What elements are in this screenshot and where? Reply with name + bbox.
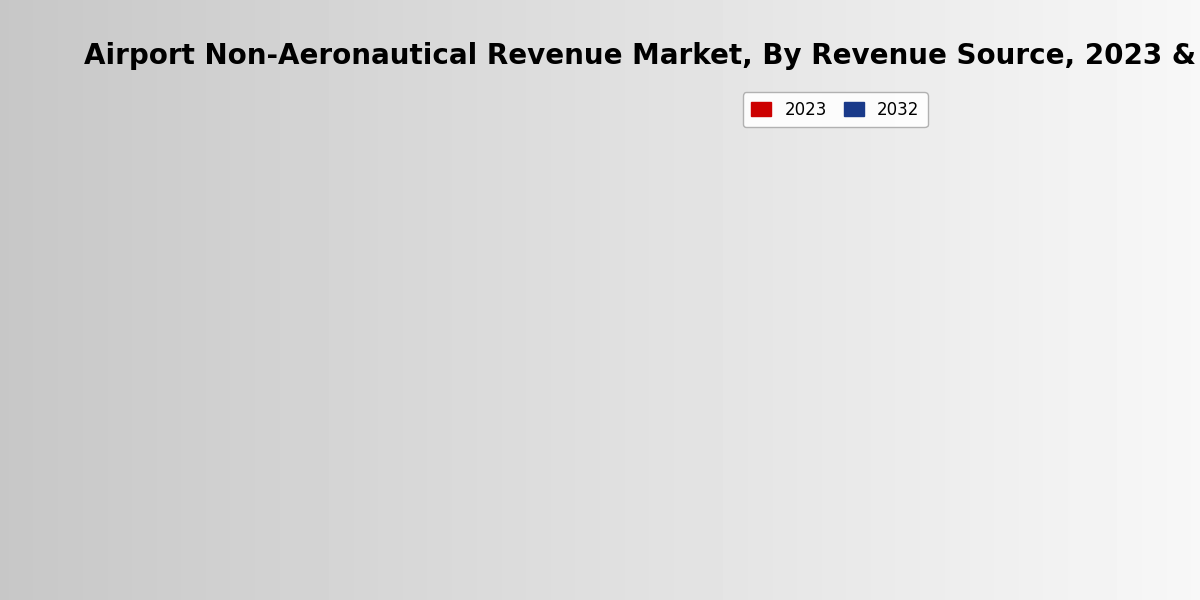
- Bar: [421, 315, 486, 528]
- Bar: [762, 413, 827, 528]
- Text: 15.0: 15.0: [140, 343, 181, 361]
- Text: Airport Non-Aeronautical Revenue Market, By Revenue Source, 2023 & 2032: Airport Non-Aeronautical Revenue Market,…: [84, 42, 1200, 70]
- Legend: 2023, 2032: 2023, 2032: [743, 92, 928, 127]
- Bar: [827, 359, 892, 528]
- Bar: [152, 364, 218, 528]
- Bar: [965, 386, 1030, 528]
- Bar: [356, 397, 421, 528]
- Bar: [1030, 272, 1096, 528]
- Y-axis label: Market Size in USD Billion: Market Size in USD Billion: [67, 241, 85, 455]
- Bar: [559, 386, 624, 528]
- Bar: [218, 233, 283, 528]
- Bar: [624, 288, 689, 528]
